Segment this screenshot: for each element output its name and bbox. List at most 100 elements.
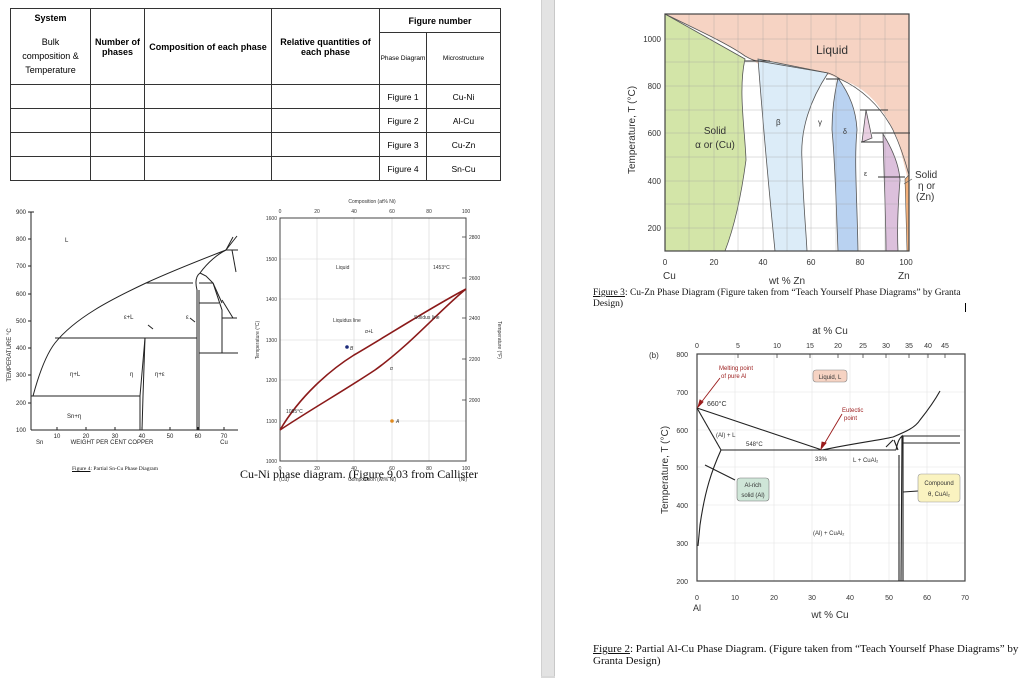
sncu-xtick: 40 xyxy=(139,434,146,440)
alcu-label-liquid: Liquid, L xyxy=(819,375,842,381)
alcu-label-of-pure-al: of pure Al xyxy=(721,374,746,380)
alcu-label-660: 660°C xyxy=(707,400,727,408)
table-row: Figure 3 Cu-Zn xyxy=(10,132,501,157)
page-gutter xyxy=(541,0,555,678)
cuni-ytick: 1600 xyxy=(266,216,277,222)
cuni-label-liquid: Liquid xyxy=(336,265,350,271)
alcu-top-tick: 20 xyxy=(834,343,842,350)
cuni-top-axis-title: Composition (at% Ni) xyxy=(348,199,396,205)
cuni-top-tick: 0 xyxy=(279,209,282,215)
alcu-label-theta-cual2: θ, CuAl₂ xyxy=(928,492,951,498)
cuzn-label-alpha: α or (Cu) xyxy=(695,140,735,151)
sncu-xlabel: WEIGHT PER CENT COPPER xyxy=(71,440,154,446)
cuni-xtick: 60 xyxy=(389,466,395,472)
cuzn-label-gamma: γ xyxy=(818,118,822,127)
cell-bulk[interactable] xyxy=(10,84,91,109)
cell-bulk[interactable] xyxy=(10,108,91,133)
alcu-caption-text: : Partial Al-Cu Phase Diagram. (Figure t… xyxy=(593,643,1019,667)
sncu-caption-figure-link: Figure 4 xyxy=(72,466,91,472)
cell-microstructure: Cu-Zn xyxy=(426,132,501,157)
alcu-caption-figure-link: Figure 2 xyxy=(593,643,630,655)
alcu-ytick: 700 xyxy=(676,390,688,397)
alcu-top-tick: 40 xyxy=(924,343,932,350)
sncu-ytick: 300 xyxy=(16,373,27,379)
cell-composition[interactable] xyxy=(144,156,272,181)
alcu-caption: Figure 2: Partial Al-Cu Phase Diagram. (… xyxy=(593,643,1023,667)
cuni-right-ytick: 2200 xyxy=(469,357,480,363)
sncu-ytick: 900 xyxy=(16,210,27,216)
alcu-ylabel: Temperature, T (°C) xyxy=(660,426,671,514)
header-microstructure: Microstructure xyxy=(426,32,501,85)
alcu-label-l-cual2: L + CuAl₂ xyxy=(853,458,879,464)
cell-phases[interactable] xyxy=(90,84,145,109)
header-number-of-phases: Number of phases xyxy=(90,8,145,85)
cell-microstructure: Al-Cu xyxy=(426,108,501,133)
cuni-label-A: A xyxy=(395,419,400,425)
alcu-xtick: 70 xyxy=(961,595,969,602)
sncu-ytick: 100 xyxy=(16,428,27,434)
alcu-xtick: 30 xyxy=(808,595,816,602)
sncu-label-eta: η xyxy=(130,372,133,378)
alcu-left-element: Al xyxy=(693,603,701,613)
alcu-xtick: 10 xyxy=(731,595,739,602)
cell-phases[interactable] xyxy=(90,108,145,133)
cell-bulk[interactable] xyxy=(10,156,91,181)
cell-phases[interactable] xyxy=(90,156,145,181)
alcu-label-al-cual2: (Al) + CuAl₂ xyxy=(813,531,845,537)
point-A xyxy=(390,419,394,423)
sncu-right-element: Cu xyxy=(220,440,228,446)
sncu-ytick: 600 xyxy=(16,292,27,298)
sncu-label-eps: ε xyxy=(186,315,189,321)
cuni-ytick: 1000 xyxy=(266,459,277,465)
alcu-label-eutectic: Eutectic xyxy=(842,408,863,414)
cuni-right-ytick: 2400 xyxy=(469,316,480,322)
cell-phases[interactable] xyxy=(90,132,145,157)
point-B xyxy=(345,345,349,349)
cell-relative[interactable] xyxy=(271,132,380,157)
cuni-xtick: 100 xyxy=(462,466,471,472)
cell-relative[interactable] xyxy=(271,156,380,181)
alcu-xtick: 20 xyxy=(770,595,778,602)
cuzn-caption-text: : Cu-Zn Phase Diagram (Figure taken from… xyxy=(593,288,961,309)
cuni-label-liquidus: Liquidus line xyxy=(333,318,361,324)
sn-cu-phase-diagram: 900 800 700 600 500 400 300 200 100 10 2… xyxy=(7,210,238,446)
cell-composition[interactable] xyxy=(144,84,272,109)
cell-composition[interactable] xyxy=(144,132,272,157)
cuni-xtick: 0 xyxy=(279,466,282,472)
header-relative-quantities: Relative quantities of each phase xyxy=(271,8,380,85)
alcu-label-melting-point: Melting point xyxy=(719,366,753,372)
cuzn-label-delta: δ xyxy=(843,129,847,136)
sncu-xtick: 20 xyxy=(83,434,90,440)
cuzn-xlabel: wt % Zn xyxy=(768,276,805,287)
alcu-top-tick: 10 xyxy=(773,343,781,350)
cell-figure: Figure 2 xyxy=(379,108,427,133)
cuni-ytick: 1500 xyxy=(266,257,277,263)
cell-relative[interactable] xyxy=(271,84,380,109)
sncu-ytick: 200 xyxy=(16,401,27,407)
alcu-label-al-l: (Al) + L xyxy=(716,433,736,439)
header-phase-diagram: Phase Diagram xyxy=(379,32,427,85)
sncu-xtick: 70 xyxy=(221,434,228,440)
cuni-label-1453: 1453°C xyxy=(433,265,450,271)
cuni-top-tick: 100 xyxy=(462,209,471,215)
cell-relative[interactable] xyxy=(271,108,380,133)
cell-bulk[interactable] xyxy=(10,132,91,157)
header-system-label: System xyxy=(34,13,67,23)
sncu-xtick: 30 xyxy=(112,434,119,440)
cuni-top-tick: 80 xyxy=(426,209,432,215)
header-composition: Composition of each phase xyxy=(144,8,272,85)
sncu-xtick: 50 xyxy=(167,434,174,440)
alcu-ytick: 800 xyxy=(676,352,688,359)
alcu-label-solid-al: solid (Al) xyxy=(741,493,764,499)
cuni-ytick: 1100 xyxy=(266,419,277,425)
sncu-label-eps-L: ε+L xyxy=(124,315,134,321)
cell-composition[interactable] xyxy=(144,108,272,133)
cuni-top-tick: 20 xyxy=(314,209,320,215)
alcu-label-33pct: 33% xyxy=(815,457,828,463)
sncu-caption-text: : Partial Sn-Cu Phase Diagram xyxy=(90,466,159,472)
cuni-label-alpha-L: α+L xyxy=(365,329,374,335)
sncu-left-element: Sn xyxy=(36,440,43,446)
sncu-label-eta-L: η+L xyxy=(70,372,81,378)
cuzn-left-element: Cu xyxy=(663,271,676,282)
cuzn-ylabel: Temperature, T (°C) xyxy=(627,86,638,174)
